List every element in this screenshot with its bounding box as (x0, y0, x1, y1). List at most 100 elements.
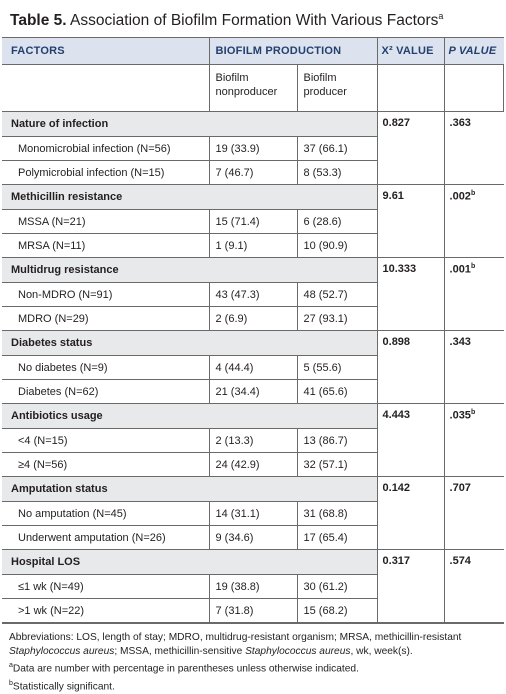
producer-cell: 31 (68.8) (296, 501, 378, 527)
table-row: Monomicrobial infection (N=56) 19 (33.9) 3… (2, 136, 504, 162)
category-name: Antibiotics usage (2, 403, 378, 430)
row-label: Polymicrobial infection (N=15) (2, 160, 209, 186)
table-row: <4 (N=15) 2 (13.3) 13 (86.7) (2, 428, 504, 454)
table-frame: FACTORS BIOFILM PRODUCTION X² VALUE P VA… (2, 37, 505, 625)
row-label: No diabetes (N=9) (2, 355, 209, 381)
row-label: <4 (N=15) (2, 428, 209, 454)
p-value-cell: .002b (443, 184, 505, 259)
table-row: Diabetes (N=62) 21 (34.4) 41 (65.6) (2, 379, 504, 405)
p-value-significance-mark: b (470, 263, 476, 271)
row-label: MSSA (N=21) (2, 209, 209, 235)
row-label: Diabetes (N=62) (2, 379, 209, 405)
p-value-cell: .574 (443, 549, 505, 624)
x2-value-cell: 0.898 (376, 330, 445, 405)
nonproducer-cell: 2 (13.3) (208, 428, 297, 454)
row-label: Underwent amputation (N=26) (2, 525, 209, 551)
category-row: Multidrug resistance 10.333.001b (2, 257, 505, 332)
x2-value-cell: 9.61 (376, 184, 445, 259)
category-name: Methicillin resistance (2, 184, 378, 211)
row-label: Monomicrobial infection (N=56) (2, 136, 209, 162)
category-name: Amputation status (2, 476, 378, 503)
abbreviations-note: Abbreviations: LOS, length of stay; MDRO… (9, 631, 501, 659)
nonproducer-cell: 14 (31.1) (208, 501, 297, 527)
abbrev-text-3: , wk, week(s). (350, 646, 413, 658)
table-row: No amputation (N=45) 14 (31.1) 31 (68.8) (2, 501, 504, 527)
nonproducer-cell: 24 (42.9) (208, 452, 297, 478)
producer-cell: 15 (68.2) (296, 598, 378, 624)
footnote-a: aData are number with percentage in pare… (9, 659, 501, 676)
table-body: Nature of infection 0.827 .363 Monomicrobia… (2, 111, 505, 624)
category-name: Diabetes status (2, 330, 378, 357)
category-row: Methicillin resistance 9.61.002b (2, 184, 505, 259)
table-footnotes: Abbreviations: LOS, length of stay; MDRO… (2, 624, 501, 694)
producer-cell: 8 (53.3) (296, 160, 378, 186)
producer-cell: 10 (90.9) (296, 233, 378, 259)
producer-cell: 6 (28.6) (296, 209, 378, 235)
producer-cell: 48 (52.7) (296, 282, 378, 308)
producer-cell: 27 (93.1) (296, 306, 378, 332)
p-value-significance-mark: b (470, 190, 476, 198)
footnote-a-mark: a (9, 662, 13, 670)
x2-value-cell: 0.317 (376, 549, 445, 624)
category-row: Antibiotics usage 4.443.035b (2, 403, 505, 478)
p-value-cell: .707 (443, 476, 505, 551)
data-table: FACTORS BIOFILM PRODUCTION X² VALUE P VA… (2, 38, 505, 624)
p-value-text: .002 (449, 190, 471, 203)
header-row: FACTORS BIOFILM PRODUCTION X² VALUE P VA… (2, 38, 505, 66)
p-value-text: .001 (449, 263, 471, 276)
table-row: MRSA (N=11) 1 (9.1) 10 (90.9) (2, 233, 504, 259)
row-label: >1 wk (N=22) (2, 598, 209, 624)
row-label: Non-MDRO (N=91) (2, 282, 209, 308)
producer-cell: 17 (65.4) (296, 525, 378, 551)
abbrev-species-1: Staphylococcus aureus (9, 646, 115, 658)
header-p-value-text: P VALUE (448, 45, 497, 58)
row-label: ≤1 wk (N=49) (2, 574, 209, 600)
table-title: Table 5. Association of Biofilm Formatio… (2, 0, 504, 37)
producer-cell: 37 (66.1) (296, 136, 378, 162)
nonproducer-cell: 19 (38.8) (208, 574, 297, 600)
table-row: ≥4 (N=56) 24 (42.9) 32 (57.1) (2, 452, 504, 478)
nonproducer-cell: 15 (71.4) (208, 209, 297, 235)
subheader-blank-p (443, 64, 505, 113)
nonproducer-cell: 2 (6.9) (208, 306, 297, 332)
abbrev-species-2: Staphylococcus aureus (245, 646, 351, 658)
row-label: MRSA (N=11) (2, 233, 209, 259)
category-name: Multidrug resistance (2, 257, 378, 284)
table-row: >1 wk (N=22) 7 (31.8) 15 (68.2) (2, 598, 504, 624)
p-value-significance-mark: b (470, 409, 476, 417)
p-value-text: .343 (449, 336, 471, 349)
nonproducer-cell: 9 (34.6) (208, 525, 297, 551)
footnote-b: bStatistically significant. (9, 677, 501, 694)
table-row: Polymicrobial infection (N=15) 7 (46.7) 8 … (2, 160, 504, 186)
category-row: Diabetes status 0.898 .343 (2, 330, 505, 405)
nonproducer-cell: 19 (33.9) (208, 136, 297, 162)
subheader-row: Biofilm nonproducer Biofilm producer (2, 64, 505, 113)
subheader-blank-x2 (376, 64, 445, 113)
footnote-b-text: Statistically significant. (12, 680, 115, 692)
table-number: Table 5. (10, 12, 67, 30)
nonproducer-cell: 7 (31.8) (208, 598, 297, 624)
nonproducer-cell: 43 (47.3) (208, 282, 297, 308)
nonproducer-cell: 1 (9.1) (208, 233, 297, 259)
subheader-producer: Biofilm producer (296, 64, 378, 113)
p-value-text: .363 (449, 117, 471, 130)
abbrev-text-2: ; MSSA, methicillin-sensitive (114, 646, 246, 658)
producer-cell: 32 (57.1) (296, 452, 378, 478)
p-value-text: .574 (449, 555, 471, 568)
p-value-cell: .035b (443, 403, 505, 478)
nonproducer-cell: 21 (34.4) (208, 379, 297, 405)
x2-value-cell: 4.443 (376, 403, 445, 478)
title-footnote-mark: a (438, 11, 444, 21)
table-row: Non-MDRO (N=91) 43 (47.3) 48 (52.7) (2, 282, 504, 308)
row-label: MDRO (N=29) (2, 306, 209, 332)
producer-cell: 41 (65.6) (296, 379, 378, 405)
header-x2-value: X² VALUE (376, 38, 445, 66)
producer-cell: 13 (86.7) (296, 428, 378, 454)
p-value-cell: .343 (443, 330, 505, 405)
abbrev-text-1: Abbreviations: LOS, length of stay; MDRO… (9, 632, 462, 644)
category-row: Amputation status 0.142 .707 (2, 476, 505, 551)
header-p-value: P VALUE (443, 38, 505, 66)
table-row: ≤1 wk (N=49) 19 (38.8) 30 (61.2) (2, 574, 504, 600)
subheader-blank (2, 64, 209, 113)
row-label: No amputation (N=45) (2, 501, 209, 527)
